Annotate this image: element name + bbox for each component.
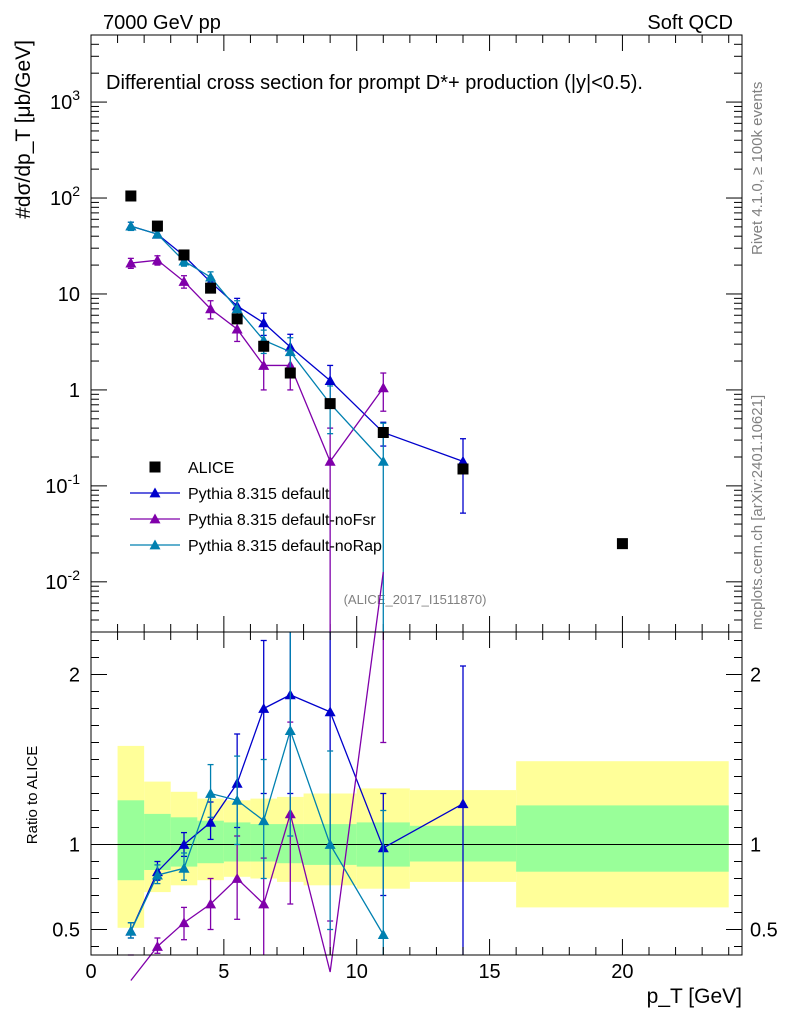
data-point <box>377 455 389 466</box>
data-point <box>205 788 217 798</box>
header-right: Soft QCD <box>647 12 733 34</box>
series-ratio-2 <box>125 632 389 955</box>
data-point <box>324 839 336 849</box>
x-tick-label: 0 <box>85 961 96 983</box>
y-tick-label: 10-2 <box>45 567 80 594</box>
data-point <box>258 898 270 909</box>
y-tick-label: 1 <box>69 380 80 402</box>
data-point <box>231 303 243 314</box>
legend-label: Pythia 8.315 default-noRap <box>188 538 382 555</box>
data-point <box>258 317 270 328</box>
series-line <box>130 694 464 932</box>
data-point <box>324 706 336 717</box>
data-point <box>205 303 217 314</box>
data-point <box>258 815 270 826</box>
data-point <box>284 367 296 379</box>
legend-label: ALICE <box>188 460 234 477</box>
series-line <box>130 259 384 463</box>
y-tick-label: 10 <box>58 284 80 306</box>
x-axis-label: p_T [GeV] <box>647 985 742 1008</box>
data-point <box>125 220 137 231</box>
legend-marker <box>149 513 161 524</box>
legend-label: Pythia 8.315 default-noFsr <box>188 512 376 529</box>
y-tick-label: 1 <box>69 835 80 857</box>
y-tick-label-right: 0.5 <box>750 920 778 942</box>
data-point <box>457 455 469 466</box>
rivet-label: Rivet 4.1.0, ≥ 100k events <box>749 82 766 255</box>
data-point <box>205 898 217 909</box>
data-point <box>377 426 389 438</box>
data-point <box>284 346 296 357</box>
uncertainty-band-inner <box>117 800 145 881</box>
data-point <box>324 398 336 410</box>
main-panel: 10-2 10-1 1 10 102 103 #dσ/dp_T [μb/GeV] Differ… <box>12 34 743 633</box>
data-point <box>151 869 163 880</box>
ratio-panel: 0 5 10 15 20 0.5 0.5 1 1 2 2 Ratio to ALICE p_T [GeV… <box>24 571 778 1008</box>
data-point <box>205 271 217 282</box>
data-point <box>616 538 628 550</box>
data-point <box>258 703 270 713</box>
data-point <box>151 220 163 232</box>
y-tick-label-right: 2 <box>750 665 761 687</box>
data-point <box>125 190 137 202</box>
data-point <box>178 255 190 266</box>
series-main-3 <box>125 220 389 632</box>
data-point <box>258 340 270 352</box>
data-point <box>377 382 389 393</box>
x-tick-label: 20 <box>611 961 633 983</box>
ratio-y-axis-label: Ratio to ALICE <box>24 746 41 844</box>
series-main-2 <box>125 254 389 632</box>
data-point <box>151 941 163 951</box>
y-tick-label: 102 <box>50 183 80 210</box>
data-point <box>178 917 190 928</box>
data-point <box>457 798 469 809</box>
data-point <box>231 794 243 805</box>
y-tick-label: 2 <box>69 665 80 687</box>
uncertainty-band-inner <box>516 805 729 872</box>
series-line <box>130 225 384 462</box>
legend-marker <box>149 461 161 473</box>
data-point <box>151 228 163 239</box>
data-point <box>178 275 190 286</box>
data-point <box>258 359 270 370</box>
data-point <box>125 257 137 268</box>
y-tick-label: 0.5 <box>52 920 80 942</box>
y-tick-label: 103 <box>50 87 80 114</box>
data-point <box>231 323 243 334</box>
series-main-1 <box>125 220 469 514</box>
data-point <box>125 925 137 936</box>
uncertainty-band-inner <box>144 813 171 870</box>
data-point <box>178 862 190 873</box>
legend-marker <box>149 539 161 550</box>
data-point <box>178 839 190 849</box>
data-point <box>205 282 217 294</box>
x-tick-label: 15 <box>478 961 500 983</box>
legend-marker <box>149 487 161 498</box>
y-tick-label: 10-1 <box>45 471 80 498</box>
series-line <box>130 571 384 981</box>
data-point <box>205 816 217 827</box>
data-point <box>151 254 163 265</box>
data-point <box>231 873 243 883</box>
data-point <box>231 313 243 325</box>
analysis-tag: (ALICE_2017_I1511870) <box>344 592 487 607</box>
data-point <box>324 375 336 386</box>
series-main-0 <box>125 190 628 550</box>
header-left: 7000 GeV pp <box>103 12 221 34</box>
series-ratio-1 <box>127 571 387 981</box>
data-point <box>377 929 389 939</box>
x-tick-label: 10 <box>346 961 368 983</box>
data-point <box>324 455 336 466</box>
y-axis-label: #dσ/dp_T [μb/GeV] <box>12 40 35 219</box>
data-point <box>457 463 469 475</box>
data-point <box>178 249 190 261</box>
legend-label: Pythia 8.315 default <box>188 486 330 503</box>
mcplots-label: mcplots.cern.ch [arXiv:2401.10621] <box>749 395 766 630</box>
x-tick-label: 5 <box>218 961 229 983</box>
y-tick-label-right: 1 <box>750 835 761 857</box>
series-line <box>130 225 464 462</box>
chart-title: Differential cross section for prompt D*… <box>106 72 643 94</box>
data-point <box>284 725 296 735</box>
